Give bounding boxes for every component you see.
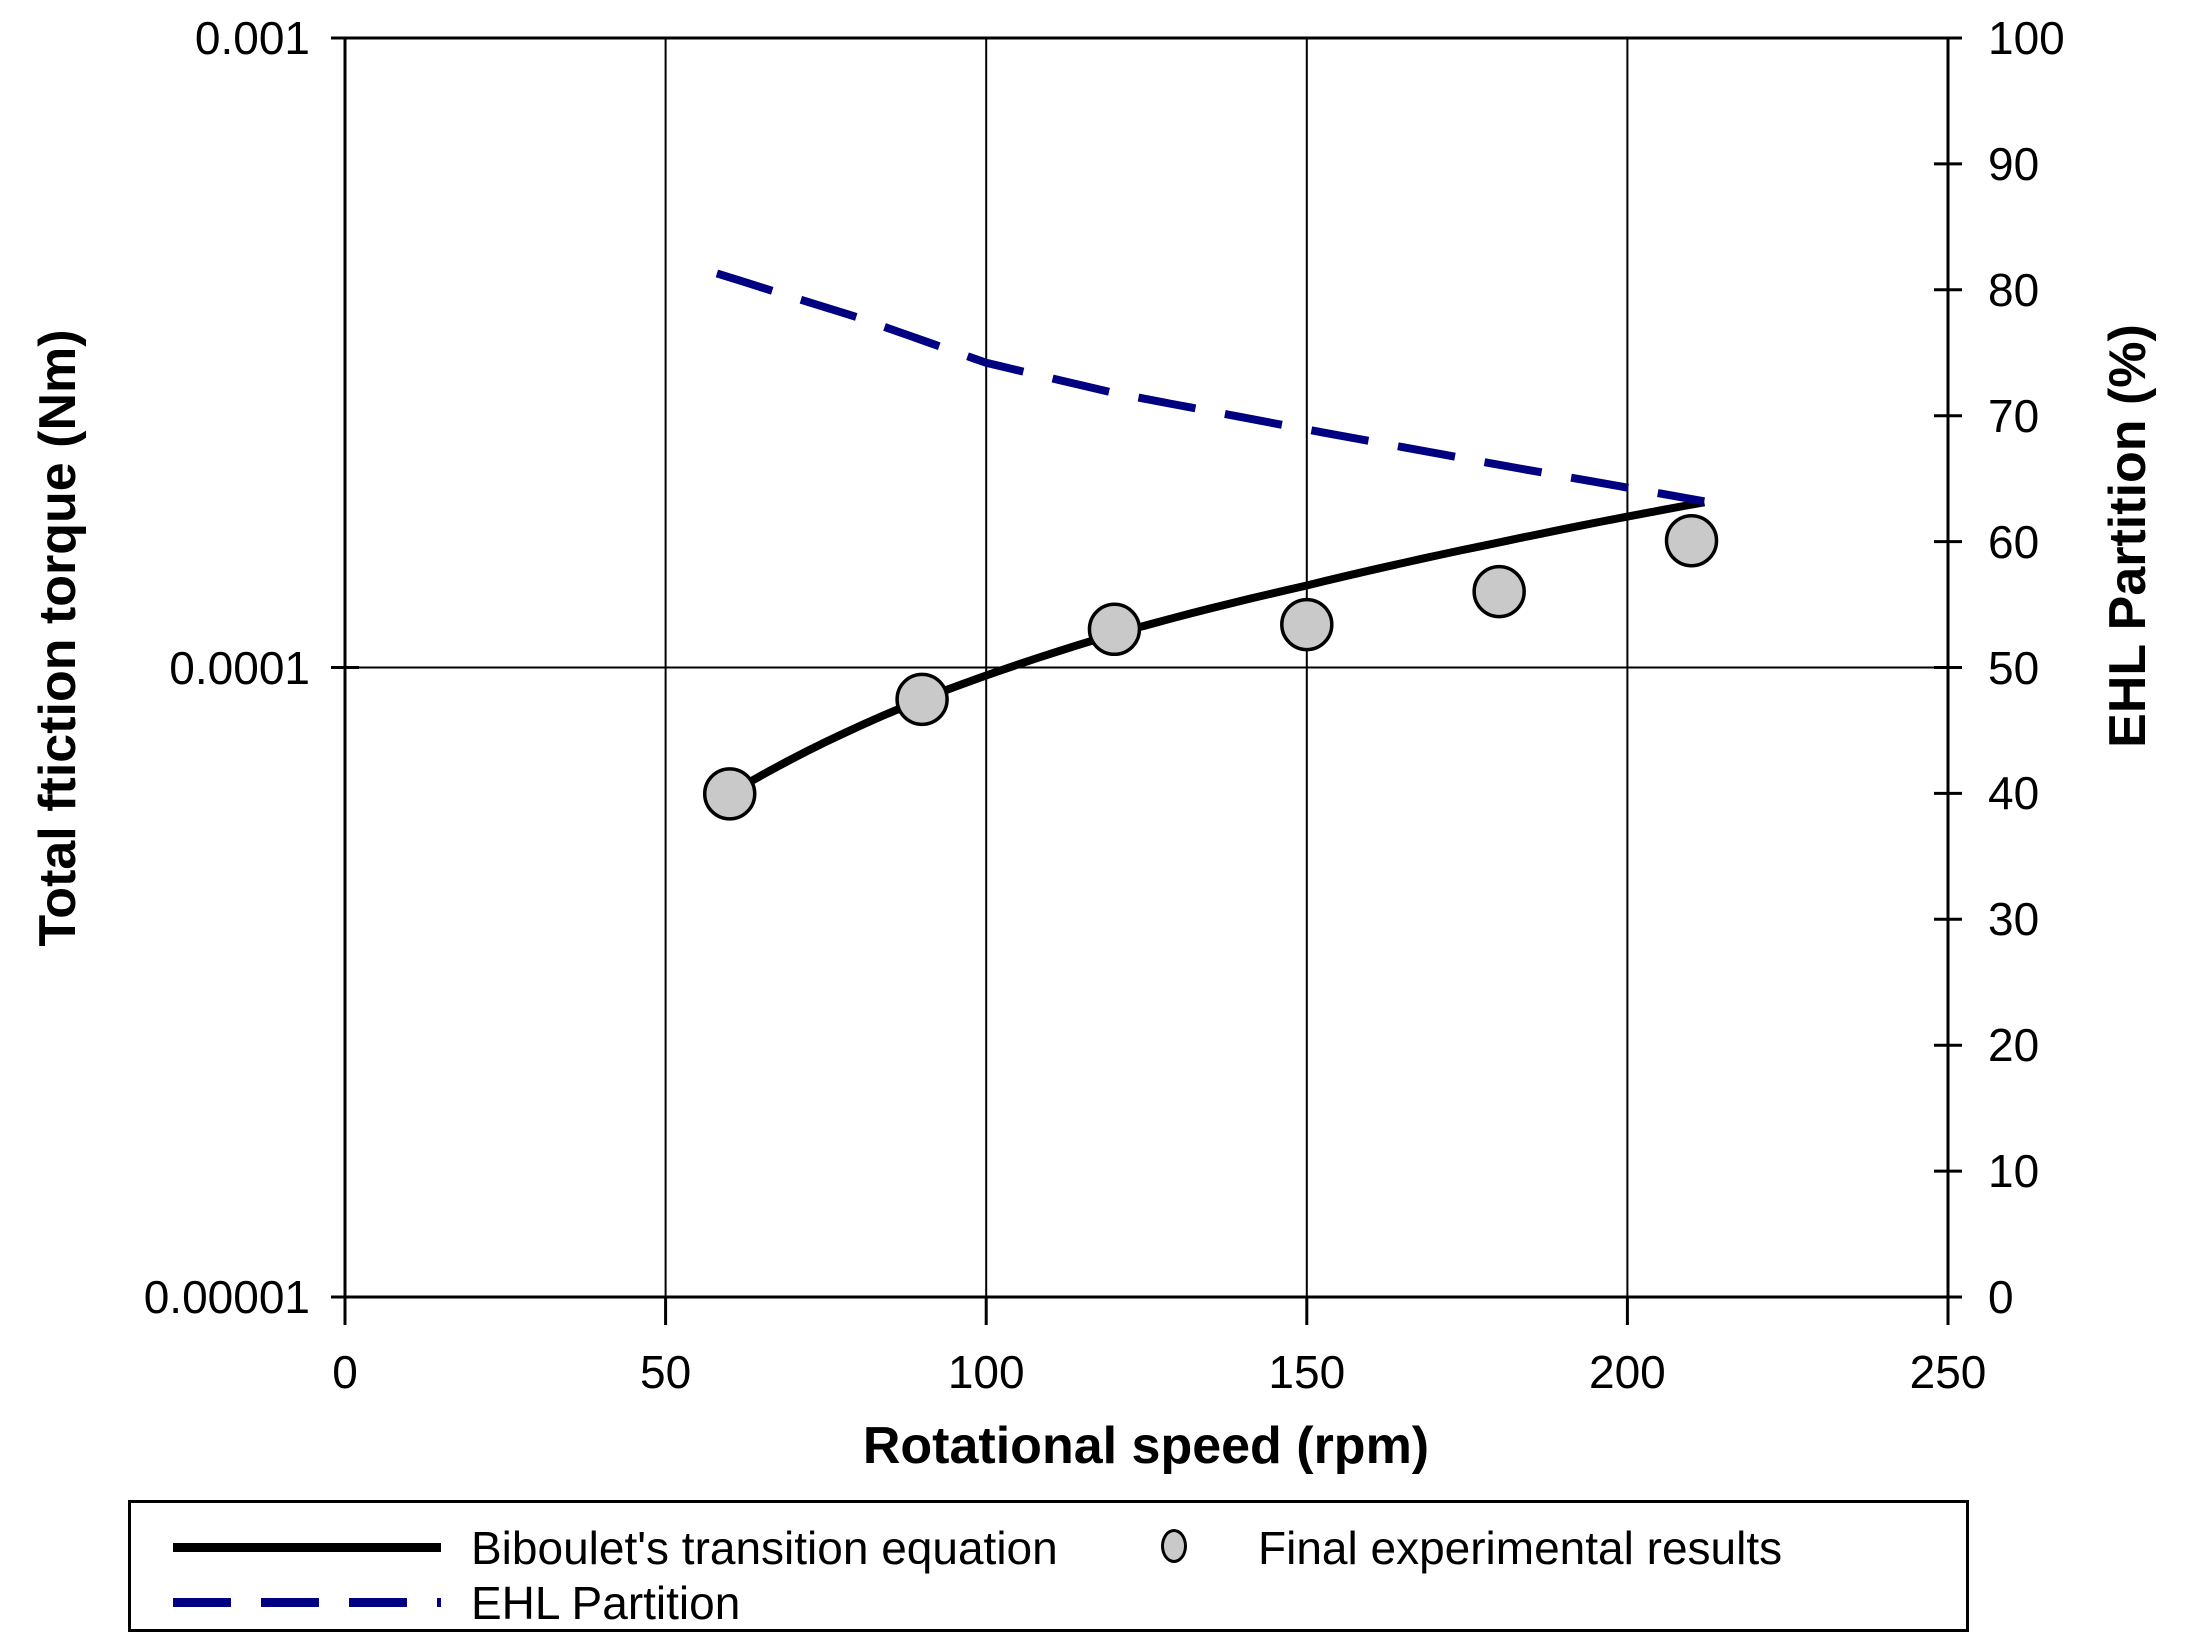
y-right-tick-label: 30 — [1988, 893, 2040, 946]
y-right-tick-label: 20 — [1988, 1019, 2040, 1072]
y-right-tick-label: 100 — [1988, 12, 2065, 64]
experimental-data-point — [1664, 513, 1719, 568]
y-right-tick-label: 70 — [1988, 389, 2040, 442]
y-left-tick-label: 0.0001 — [169, 641, 310, 694]
y-right-tick-label: 60 — [1988, 515, 2040, 568]
legend-solid-line-sample — [173, 1543, 441, 1552]
y-left-tick-label: 0.00001 — [143, 1271, 310, 1323]
x-tick-label: 0 — [332, 1346, 358, 1398]
x-tick-label: 150 — [1268, 1346, 1346, 1398]
experimental-data-point — [895, 672, 949, 727]
experimental-data-point — [1472, 564, 1526, 619]
series-line-ehl-partition — [715, 269, 1705, 506]
legend-label-ehl-partition: EHL Partition — [471, 1577, 741, 1629]
legend-circle-marker-sample — [1161, 1529, 1187, 1563]
legend-label-experimental: Final experimental results — [1258, 1522, 1783, 1574]
legend-dashed-line-sample — [173, 1598, 441, 1607]
x-axis-title: Rotational speed (rpm) — [862, 1417, 1430, 1475]
x-tick-label: 50 — [640, 1346, 692, 1398]
y-right-tick-label: 80 — [1988, 263, 2040, 316]
legend-box: Biboulet's transition equation EHL Parti… — [128, 1500, 1969, 1632]
experimental-data-point — [702, 767, 757, 821]
series-line-biboulet — [727, 498, 1706, 798]
x-tick-label: 250 — [1909, 1346, 1987, 1398]
x-tick-label: 100 — [947, 1346, 1025, 1398]
x-tick-label: 200 — [1589, 1346, 1666, 1398]
y-right-axis-title: EHL Partition (%) — [2099, 324, 2157, 748]
y-left-tick-label: 0.001 — [194, 12, 310, 64]
y-left-axis-title: Total ftiction torque (Nm) — [29, 329, 87, 947]
y-right-tick-label: 0 — [1988, 1271, 2014, 1323]
experimental-data-point — [1280, 597, 1334, 652]
legend-label-biboulet: Biboulet's transition equation — [471, 1522, 1058, 1574]
experimental-data-point — [1087, 602, 1142, 657]
y-right-tick-label: 10 — [1988, 1145, 2040, 1198]
y-right-tick-label: 50 — [1988, 641, 2040, 694]
y-right-tick-label: 40 — [1988, 767, 2040, 820]
y-right-tick-label: 90 — [1988, 137, 2040, 190]
